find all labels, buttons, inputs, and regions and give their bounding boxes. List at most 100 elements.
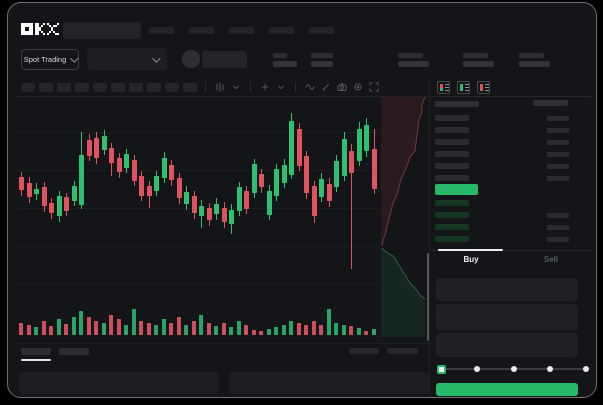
nav-item-placeholder[interactable] (149, 27, 174, 34)
wave-icon[interactable] (304, 81, 316, 93)
color-swatch (480, 84, 483, 91)
slider-stop-dot[interactable] (546, 366, 553, 372)
scrollbar-thumb[interactable] (427, 253, 429, 341)
draw-icon[interactable] (320, 81, 332, 93)
candle (184, 192, 189, 204)
toolbar-placeholder[interactable] (129, 82, 143, 92)
orderbook-last-price[interactable] (435, 184, 478, 195)
slider-stop-dot[interactable] (510, 366, 517, 372)
orderbook-view-combined-book-icon[interactable] (437, 81, 450, 94)
toolbar-placeholder[interactable] (93, 82, 107, 92)
orderbook-ask-row[interactable] (435, 175, 569, 181)
divider (431, 250, 591, 251)
orderbook-view-bids-only-icon[interactable] (457, 81, 470, 94)
line (485, 87, 489, 88)
candle (64, 197, 69, 211)
candle (206, 208, 212, 220)
bottom-tab-active[interactable] (21, 348, 51, 355)
tab-sell[interactable]: Sell (543, 255, 559, 264)
add-indicator-icon[interactable] (259, 81, 271, 93)
settings-icon[interactable] (352, 81, 364, 93)
top-nav (149, 27, 334, 34)
nav-item-placeholder[interactable] (189, 27, 214, 34)
candle (146, 186, 152, 196)
volume-bar (364, 331, 368, 335)
orderbook-view-asks-only-icon[interactable] (477, 81, 490, 94)
orderbook-bid-row[interactable] (435, 200, 569, 206)
candle (139, 176, 144, 196)
avatar[interactable] (182, 50, 200, 68)
order-input-price[interactable] (436, 278, 578, 301)
candle (266, 191, 272, 215)
volume-bar (199, 315, 203, 335)
orderbook-ask-row[interactable] (435, 115, 569, 121)
orderbook-bid-row[interactable] (435, 236, 569, 242)
candle (41, 187, 47, 206)
candle (131, 160, 137, 181)
volume-bar (221, 323, 226, 335)
nav-item-placeholder[interactable] (309, 27, 334, 34)
candle (364, 125, 369, 151)
slider-stop-dot[interactable] (474, 366, 481, 372)
volume-bar (79, 311, 83, 335)
volume-bar (311, 321, 316, 335)
fullscreen-icon[interactable] (368, 81, 380, 93)
search-input[interactable] (63, 22, 141, 39)
depth-asks-area (381, 97, 425, 246)
toolbar-placeholder[interactable] (21, 82, 35, 92)
nav-item-placeholder[interactable] (269, 27, 294, 34)
order-input-total[interactable] (436, 333, 578, 357)
toolbar-placeholder[interactable] (183, 82, 197, 92)
candle (251, 164, 257, 193)
orderbook-ask-row[interactable] (435, 127, 569, 133)
volume-bar (124, 325, 128, 335)
orderbook-view-switcher (437, 81, 490, 94)
toolbar-placeholder[interactable] (39, 82, 53, 92)
bottom-tab[interactable] (59, 348, 89, 355)
toolbar-placeholder[interactable] (165, 82, 179, 92)
tab-buy[interactable]: Buy (463, 255, 479, 264)
interval-icon[interactable] (214, 81, 226, 93)
slider-stop-dot[interactable] (583, 366, 589, 372)
toolbar-placeholder[interactable] (111, 82, 125, 92)
toolbar-placeholder[interactable] (75, 82, 89, 92)
pair-selector[interactable] (87, 48, 167, 70)
divider (15, 343, 429, 344)
bottom-mini-placeholder (349, 348, 379, 354)
volume-bar (94, 321, 98, 335)
volume-bar (341, 325, 346, 335)
volume-bar (116, 319, 121, 335)
stat-label-placeholder (273, 53, 287, 58)
volume-bar (251, 330, 256, 335)
ask-amount-bar (547, 128, 569, 133)
candle-wick (351, 144, 352, 269)
orderbook-bid-row[interactable] (435, 212, 569, 218)
bid-price-bar (435, 212, 469, 218)
candle (371, 149, 377, 189)
orderbook-bid-row[interactable] (435, 224, 569, 230)
price-chart[interactable] (17, 97, 379, 291)
chevron-down-icon[interactable] (230, 81, 242, 93)
nav-item-placeholder[interactable] (229, 27, 254, 34)
volume-bar (319, 325, 323, 335)
volume-bar (86, 317, 91, 335)
toolbar-placeholder[interactable] (147, 82, 161, 92)
toolbar-placeholder[interactable] (57, 82, 71, 92)
buy-submit-button[interactable] (436, 383, 578, 396)
candle (326, 184, 332, 201)
candle (49, 203, 54, 213)
candle (244, 191, 249, 209)
chevron-down-icon[interactable] (275, 81, 287, 93)
market-type-selector[interactable]: Spot Trading (21, 49, 79, 70)
volume-bar (109, 315, 113, 335)
orderbook-ask-row[interactable] (435, 163, 569, 169)
header-action-button[interactable] (202, 51, 247, 68)
orderbook-ask-row[interactable] (435, 139, 569, 145)
orderbook-ask-row[interactable] (435, 151, 569, 157)
order-input-amount[interactable] (436, 304, 578, 330)
camera-icon[interactable] (336, 81, 348, 93)
candle (236, 187, 242, 211)
volume-bar (259, 331, 263, 335)
slider-handle[interactable] (437, 365, 446, 374)
bid-amount-bar (547, 213, 569, 218)
